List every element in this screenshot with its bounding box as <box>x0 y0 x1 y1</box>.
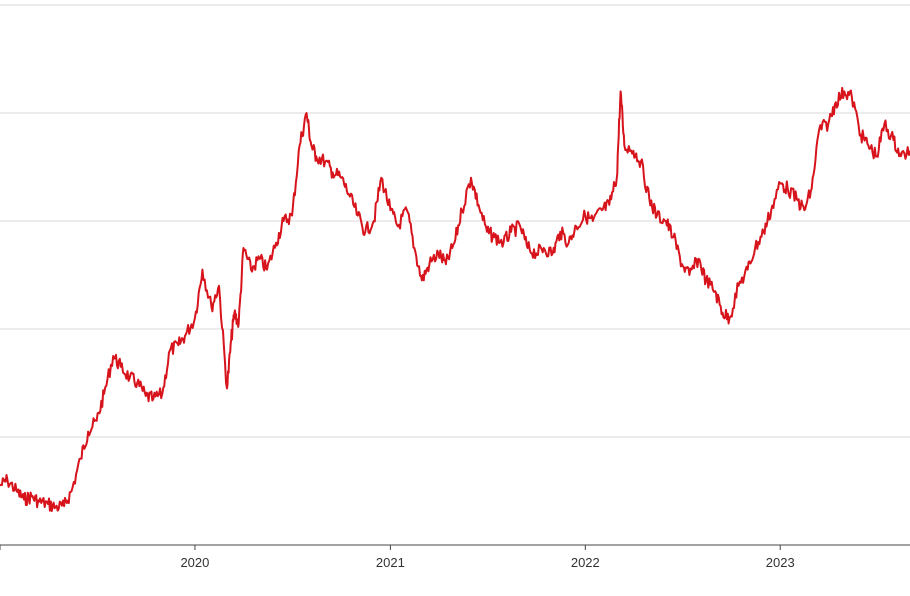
x-tick-label: 2023 <box>766 555 795 570</box>
x-tick-label: 2020 <box>180 555 209 570</box>
gridlines <box>0 4 910 438</box>
series-layer <box>0 86 910 512</box>
series-line <box>0 86 910 512</box>
x-tick-labels: 2020 2021 2022 2023 <box>0 545 795 570</box>
x-tick-label: 2022 <box>571 555 600 570</box>
x-tick-label: 2021 <box>376 555 405 570</box>
